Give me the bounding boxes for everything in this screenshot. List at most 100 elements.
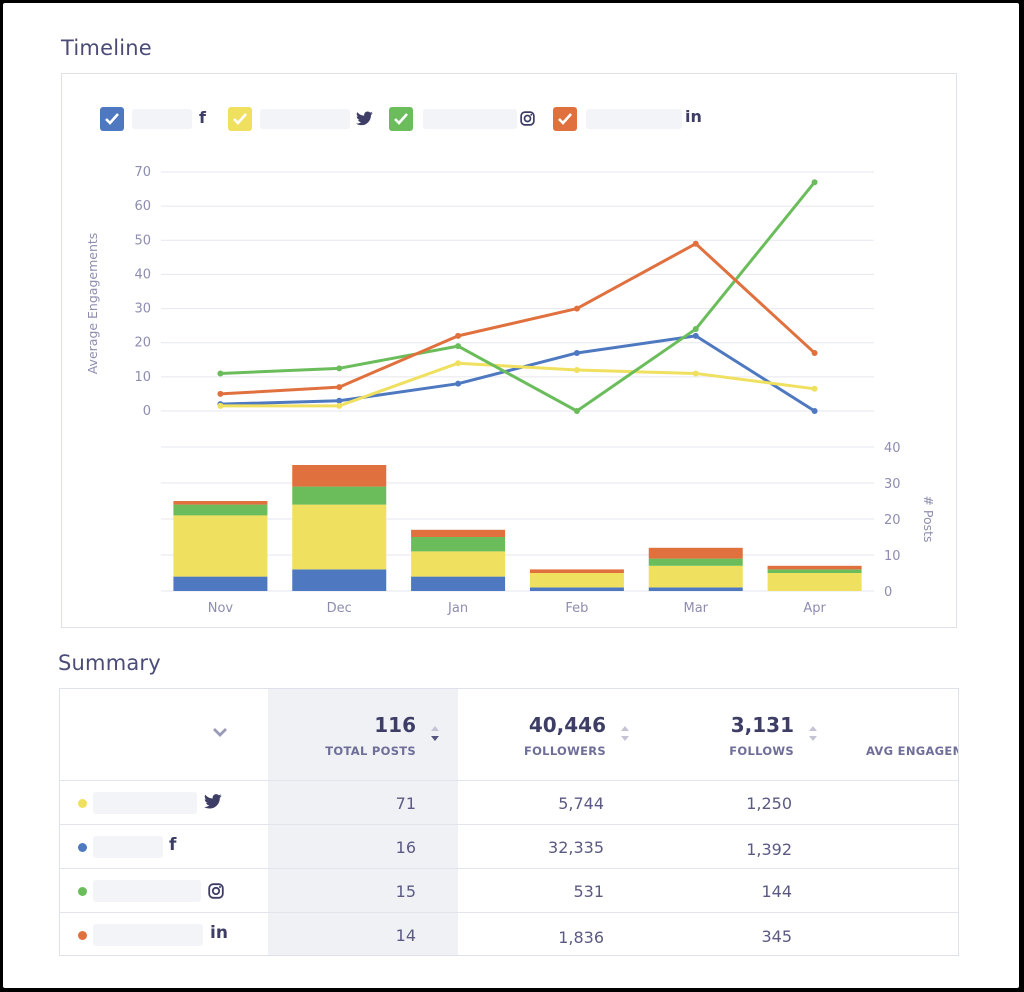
checkbox-facebook[interactable]	[100, 107, 124, 131]
data-point-twitter	[217, 402, 224, 409]
bar-segment-twitter	[411, 551, 506, 577]
y2-tick-label: 40	[884, 441, 901, 456]
table-row-instagram[interactable]: 15 531 144	[60, 868, 958, 912]
total-posts-cell: 16	[395, 838, 416, 857]
followers-cell: 1,836	[558, 928, 604, 947]
bar-segment-facebook	[411, 576, 506, 591]
bar-segment-facebook	[648, 587, 743, 591]
total-posts-header[interactable]: TOTAL POSTS	[325, 744, 416, 758]
data-point-twitter	[811, 385, 818, 392]
data-point-instagram	[573, 408, 580, 414]
data-point-linkedin	[811, 349, 818, 356]
bar-segment-instagram	[411, 537, 506, 552]
bar-segment-linkedin	[411, 529, 506, 537]
table-row-linkedin[interactable]: in 14 1,836 345	[60, 912, 958, 955]
x-tick-label: Feb	[565, 601, 588, 616]
bar-segment-linkedin	[648, 547, 743, 559]
sort-icon[interactable]	[620, 725, 630, 743]
series-line-instagram	[220, 181, 816, 413]
legend-name-facebook	[132, 109, 192, 129]
legend-name-twitter	[260, 109, 350, 129]
selected-column-highlight	[268, 689, 458, 955]
timeline-chart: 0 10 20 30 40 50 60 70 Average Engagements 0 10 20 3…	[85, 165, 936, 616]
bar-segment-instagram	[292, 486, 387, 505]
account-name	[93, 792, 197, 814]
data-point-facebook	[336, 397, 343, 404]
total-posts-cell: 14	[395, 926, 416, 945]
bar-segment-twitter	[292, 504, 387, 570]
facebook-icon: f	[169, 835, 177, 855]
summary-table: 116 TOTAL POSTS 40,446 FOLLOWERS 3,131 F…	[59, 688, 959, 956]
follows-cell: 1,250	[746, 794, 792, 813]
x-tick-label: Jan	[447, 601, 468, 616]
bar-segment-linkedin	[767, 565, 862, 570]
account-name	[93, 880, 201, 902]
avg-engagements-header[interactable]: AVG ENGAGEME	[866, 744, 958, 758]
follows-cell: 144	[761, 882, 792, 901]
bar-segment-instagram	[767, 569, 862, 573]
y2-tick-label: 0	[884, 585, 892, 600]
y2-tick-label: 10	[884, 549, 901, 564]
data-point-twitter	[336, 402, 343, 409]
total-posts-cell: 15	[395, 882, 416, 901]
data-point-facebook	[455, 380, 462, 387]
y-tick-label: 20	[134, 336, 151, 351]
page-frame: Timeline f	[3, 3, 1019, 988]
series-line-twitter	[220, 361, 815, 408]
facebook-icon: f	[199, 108, 206, 127]
x-tick-label: Dec	[327, 601, 352, 616]
timeline-card: f in	[61, 73, 957, 628]
chevron-down-icon[interactable]	[212, 727, 228, 739]
followers-cell: 32,335	[548, 838, 604, 857]
y-tick-label: 70	[134, 165, 151, 180]
followers-cell: 5,744	[558, 794, 604, 813]
data-point-instagram	[336, 365, 343, 372]
instagram-icon	[208, 883, 224, 899]
follows-header[interactable]: FOLLOWS	[729, 744, 794, 758]
data-point-facebook	[811, 408, 818, 414]
table-row-twitter[interactable]: 71 5,744 1,250	[60, 780, 958, 824]
checkbox-linkedin[interactable]	[553, 107, 577, 131]
follows-cell: 1,392	[746, 840, 792, 859]
bar-segment-linkedin	[173, 501, 268, 505]
checkbox-twitter[interactable]	[228, 107, 252, 131]
data-point-linkedin	[455, 332, 462, 339]
account-name	[93, 924, 203, 946]
instagram-icon	[520, 111, 535, 126]
bar-segment-instagram	[648, 558, 743, 566]
bar-segment-facebook	[529, 587, 624, 591]
sort-desc-icon[interactable]	[430, 725, 440, 743]
summary-title: Summary	[58, 651, 161, 675]
bar-segment-twitter	[173, 515, 268, 577]
checkbox-instagram[interactable]	[389, 107, 413, 131]
sort-icon[interactable]	[808, 725, 818, 743]
legend-name-linkedin	[586, 109, 682, 129]
data-point-linkedin	[217, 390, 224, 397]
bar-segment-twitter	[648, 565, 743, 588]
y2-tick-label: 30	[884, 477, 901, 492]
bar-segment-facebook	[292, 569, 387, 591]
x-tick-label: Mar	[683, 601, 708, 616]
total-posts-value: 116	[374, 713, 416, 737]
data-point-linkedin	[336, 384, 343, 391]
bar-segment-twitter	[767, 573, 862, 591]
legend-item-linkedin[interactable]: in	[553, 107, 713, 131]
data-point-instagram	[692, 326, 699, 333]
linkedin-icon: in	[210, 923, 228, 943]
legend-item-twitter[interactable]	[228, 107, 378, 131]
table-row-facebook[interactable]: f 16 32,335 1,392	[60, 824, 958, 868]
y2-tick-label: 20	[884, 513, 901, 528]
y-tick-label: 40	[134, 267, 151, 282]
series-line-linkedin	[220, 242, 816, 396]
data-point-linkedin	[692, 240, 699, 247]
x-tick-label: Apr	[803, 601, 826, 616]
legend-item-instagram[interactable]	[389, 107, 539, 131]
linkedin-icon: in	[685, 107, 702, 126]
data-point-linkedin	[573, 305, 580, 312]
followers-header[interactable]: FOLLOWERS	[523, 744, 606, 758]
followers-value: 40,446	[528, 713, 606, 737]
twitter-icon	[204, 794, 222, 809]
legend-item-facebook[interactable]: f	[100, 107, 210, 131]
follows-cell: 345	[761, 927, 792, 946]
total-posts-cell: 71	[395, 794, 416, 813]
